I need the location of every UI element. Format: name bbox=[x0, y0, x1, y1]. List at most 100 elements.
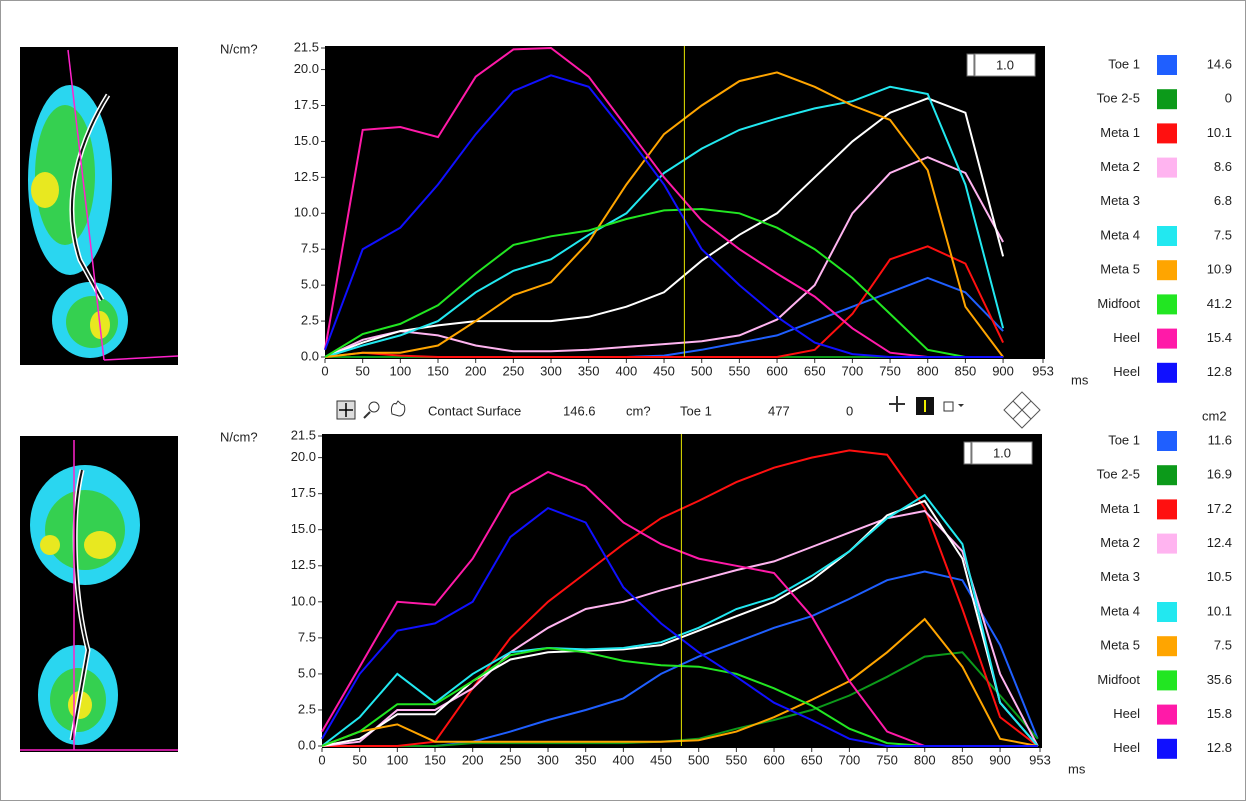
legend-name: Meta 2 bbox=[1100, 159, 1140, 174]
legend-name: Meta 1 bbox=[1100, 125, 1140, 140]
x-tick-label: 750 bbox=[879, 363, 901, 378]
legend-reading: 35.6 bbox=[1207, 672, 1232, 687]
scale-spinner[interactable] bbox=[967, 54, 974, 76]
cursor-time: 477 bbox=[768, 403, 790, 418]
x-tick-label: 550 bbox=[726, 752, 748, 767]
legend-swatch bbox=[1157, 260, 1177, 280]
legend-reading: 12.8 bbox=[1207, 364, 1232, 379]
legend-swatch bbox=[1157, 534, 1177, 554]
legend-reading: 41.2 bbox=[1207, 296, 1232, 311]
legend-name: Toe 1 bbox=[1108, 432, 1140, 447]
y-axis-label: N/cm? bbox=[220, 41, 258, 56]
x-tick-label: 250 bbox=[500, 752, 522, 767]
y-axis-label: N/cm? bbox=[220, 429, 258, 444]
x-tick-label: 850 bbox=[955, 363, 977, 378]
legend-swatch bbox=[1157, 465, 1177, 485]
legend-name: Heel bbox=[1113, 330, 1140, 345]
legend-reading: 17.2 bbox=[1207, 501, 1232, 516]
y-tick-label: 15.0 bbox=[294, 133, 319, 148]
y-tick-label: 20.0 bbox=[294, 61, 319, 76]
x-tick-label: 550 bbox=[729, 363, 751, 378]
x-tick-label: 300 bbox=[537, 752, 559, 767]
legend-swatch bbox=[1157, 158, 1177, 178]
y-tick-label: 15.0 bbox=[291, 521, 316, 536]
x-tick-label: 900 bbox=[992, 363, 1014, 378]
legend-name: Meta 3 bbox=[1100, 569, 1140, 584]
app-window: Contact Surface 146.6 cm? Toe 1 477 0 0.… bbox=[0, 0, 1246, 801]
y-tick-label: 12.5 bbox=[291, 557, 316, 572]
legend-swatch bbox=[1157, 226, 1177, 246]
x-tick-label: 450 bbox=[653, 363, 675, 378]
x-axis-label: ms bbox=[1071, 372, 1089, 387]
legend-reading: 10.1 bbox=[1207, 125, 1232, 140]
y-tick-label: 10.0 bbox=[294, 205, 319, 220]
y-tick-label: 0.0 bbox=[301, 348, 319, 363]
legend-name: Heel bbox=[1113, 740, 1140, 755]
legend-swatch bbox=[1157, 670, 1177, 690]
legend-reading: 12.4 bbox=[1207, 535, 1232, 550]
legend-name: Meta 4 bbox=[1100, 227, 1140, 242]
legend-swatch bbox=[1157, 705, 1177, 725]
y-tick-label: 5.0 bbox=[298, 665, 316, 680]
y-tick-label: 10.0 bbox=[291, 593, 316, 608]
legend-reading: 10.1 bbox=[1207, 603, 1232, 618]
x-tick-label: 400 bbox=[613, 752, 635, 767]
legend-swatch bbox=[1157, 636, 1177, 656]
legend-reading: 6.8 bbox=[1214, 193, 1232, 208]
x-tick-label: 100 bbox=[389, 363, 411, 378]
y-tick-label: 17.5 bbox=[291, 485, 316, 500]
legend-swatch bbox=[1157, 602, 1177, 622]
x-tick-label: 850 bbox=[952, 752, 974, 767]
channel-name: Toe 1 bbox=[680, 403, 712, 418]
legend-swatch bbox=[1157, 89, 1177, 109]
legend-reading: 16.9 bbox=[1207, 467, 1232, 482]
legend-swatch bbox=[1157, 431, 1177, 451]
x-tick-label: 750 bbox=[876, 752, 898, 767]
y-tick-label: 17.5 bbox=[294, 97, 319, 112]
legend-name: Meta 2 bbox=[1100, 535, 1140, 550]
legend-swatch bbox=[1157, 123, 1177, 143]
x-tick-label: 400 bbox=[616, 363, 638, 378]
y-tick-label: 20.0 bbox=[291, 449, 316, 464]
legend-reading: 15.4 bbox=[1207, 330, 1232, 345]
x-tick-label: 100 bbox=[386, 752, 408, 767]
area-unit: cm? bbox=[626, 403, 651, 418]
y-tick-label: 12.5 bbox=[294, 169, 319, 184]
scale-spinner[interactable] bbox=[964, 442, 971, 464]
x-tick-label: 0 bbox=[321, 363, 328, 378]
legend-name: Meta 1 bbox=[1100, 501, 1140, 516]
contact-area: 146.6 bbox=[563, 403, 596, 418]
legend-name: Toe 2-5 bbox=[1097, 91, 1140, 106]
legend-swatch bbox=[1157, 294, 1177, 314]
legend-name: Meta 5 bbox=[1100, 638, 1140, 653]
legend-reading: 10.5 bbox=[1207, 569, 1232, 584]
x-tick-label: 50 bbox=[355, 363, 369, 378]
legend-name: Midfoot bbox=[1097, 296, 1140, 311]
x-tick-label: 150 bbox=[427, 363, 449, 378]
legend-name: Toe 1 bbox=[1108, 56, 1140, 71]
x-tick-label: 50 bbox=[352, 752, 366, 767]
toolbar-label: Contact Surface bbox=[428, 403, 521, 418]
legend-swatch bbox=[1157, 55, 1177, 75]
y-tick-label: 7.5 bbox=[301, 241, 319, 256]
legend-name: Heel bbox=[1113, 364, 1140, 379]
x-tick-label: 800 bbox=[917, 363, 939, 378]
y-tick-label: 5.0 bbox=[301, 277, 319, 292]
x-tick-label: 350 bbox=[578, 363, 600, 378]
legend-name: Heel bbox=[1113, 706, 1140, 721]
x-tick-label: 500 bbox=[688, 752, 710, 767]
legend-name: Toe 2-5 bbox=[1097, 467, 1140, 482]
y-tick-label: 0.0 bbox=[298, 737, 316, 752]
y-tick-label: 7.5 bbox=[298, 629, 316, 644]
legend-name: Meta 5 bbox=[1100, 262, 1140, 277]
legend-swatch bbox=[1157, 329, 1177, 349]
x-tick-label: 500 bbox=[691, 363, 713, 378]
legend-reading: 12.8 bbox=[1207, 740, 1232, 755]
footprint-top bbox=[20, 47, 178, 365]
legend-unit: cm2 bbox=[1202, 408, 1227, 423]
x-tick-label: 350 bbox=[575, 752, 597, 767]
x-tick-label: 800 bbox=[914, 752, 936, 767]
legend-swatch bbox=[1157, 568, 1177, 588]
plot-area bbox=[322, 434, 1042, 748]
x-tick-label: 600 bbox=[763, 752, 785, 767]
